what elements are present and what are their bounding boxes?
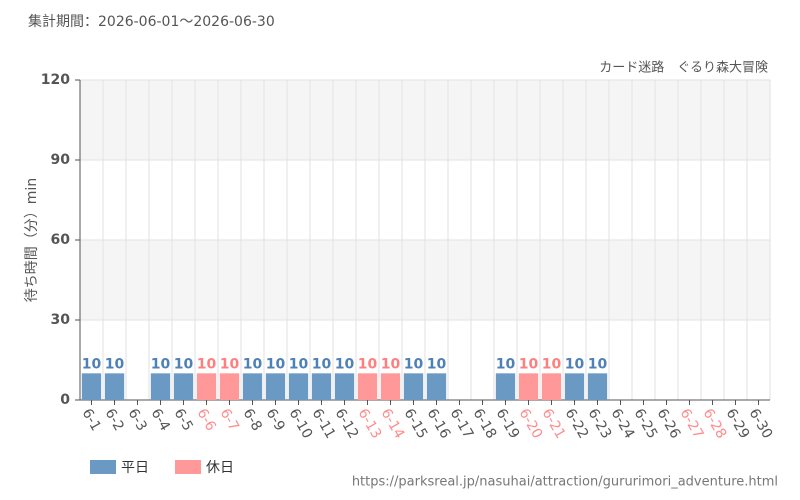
x-tick-label: 6-24 [608, 406, 638, 442]
data-label: 10 [82, 356, 102, 372]
source-url: https://parksreal.jp/nasuhai/attraction/… [352, 475, 778, 490]
x-tick-label: 6-17 [447, 406, 477, 442]
data-label: 10 [289, 356, 309, 372]
data-label: 10 [312, 356, 332, 372]
chart-title: 集計期間：2026-06-01～2026-06-30 [28, 13, 275, 30]
data-label: 10 [335, 356, 355, 372]
x-tick-label: 6-15 [401, 406, 431, 442]
data-label: 10 [105, 356, 125, 372]
bar [242, 373, 263, 400]
x-tick-label: 6-8 [240, 406, 265, 434]
x-tick-label: 6-2 [102, 406, 127, 434]
y-axis-label: 待ち時間（分）min [24, 178, 40, 302]
bar [173, 373, 194, 400]
bar [219, 373, 240, 400]
bar [587, 373, 608, 400]
x-tick-label: 6-3 [125, 406, 150, 434]
bar [265, 373, 286, 400]
bar [357, 373, 378, 400]
x-tick-label: 6-26 [654, 406, 684, 442]
bar [380, 373, 401, 400]
x-tick-label: 6-1 [79, 406, 104, 434]
bar [104, 373, 125, 400]
x-tick-label: 6-7 [217, 406, 242, 434]
x-tick-label: 6-9 [263, 406, 288, 434]
x-tick-label: 6-21 [539, 406, 569, 442]
y-tick-label: 30 [51, 312, 71, 328]
data-label: 10 [496, 356, 516, 372]
x-tick-label: 6-29 [723, 406, 753, 442]
legend-swatch [175, 460, 201, 474]
x-tick-label: 6-28 [700, 406, 730, 442]
data-label: 10 [220, 356, 240, 372]
bar [196, 373, 217, 400]
x-tick-label: 6-5 [171, 406, 196, 434]
data-label: 10 [404, 356, 424, 372]
x-tick-label: 6-12 [332, 406, 362, 442]
bar [150, 373, 171, 400]
bar [541, 373, 562, 400]
x-tick-label: 6-23 [585, 406, 615, 442]
data-label: 10 [565, 356, 585, 372]
x-tick-label: 6-25 [631, 406, 661, 442]
y-tick-label: 0 [60, 392, 70, 408]
data-label: 10 [243, 356, 263, 372]
x-tick-label: 6-6 [194, 406, 219, 434]
chart-subtitle: カード迷路 ぐるり森大冒険 [599, 60, 768, 76]
bar [311, 373, 332, 400]
data-label: 10 [427, 356, 447, 372]
x-tick-label: 6-20 [516, 406, 546, 442]
data-label: 10 [381, 356, 401, 372]
x-tick-label: 6-4 [148, 406, 173, 434]
x-tick-label: 6-30 [746, 406, 776, 442]
x-tick-label: 6-11 [309, 406, 339, 442]
data-label: 10 [519, 356, 539, 372]
x-tick-label: 6-14 [378, 406, 408, 442]
bar [81, 373, 102, 400]
data-label: 10 [197, 356, 217, 372]
bar [334, 373, 355, 400]
bar [495, 373, 516, 400]
y-tick-label: 60 [51, 232, 71, 248]
x-tick-label: 6-22 [562, 406, 592, 442]
x-tick-label: 6-18 [470, 406, 500, 442]
data-label: 10 [588, 356, 608, 372]
data-label: 10 [358, 356, 378, 372]
data-label: 10 [266, 356, 286, 372]
x-tick-label: 6-13 [355, 406, 385, 442]
data-label: 10 [151, 356, 171, 372]
x-tick-label: 6-19 [493, 406, 523, 442]
bar [564, 373, 585, 400]
y-tick-label: 120 [41, 72, 70, 88]
bar [288, 373, 309, 400]
data-label: 10 [174, 356, 194, 372]
x-tick-label: 6-16 [424, 406, 454, 442]
x-tick-label: 6-27 [677, 406, 707, 442]
bar [426, 373, 447, 400]
legend-swatch [90, 460, 116, 474]
y-tick-label: 90 [51, 152, 71, 168]
legend-label: 平日 [121, 460, 149, 476]
bar [518, 373, 539, 400]
x-tick-label: 6-10 [286, 406, 316, 442]
legend-label: 休日 [206, 460, 234, 476]
bar [403, 373, 424, 400]
data-label: 10 [542, 356, 562, 372]
